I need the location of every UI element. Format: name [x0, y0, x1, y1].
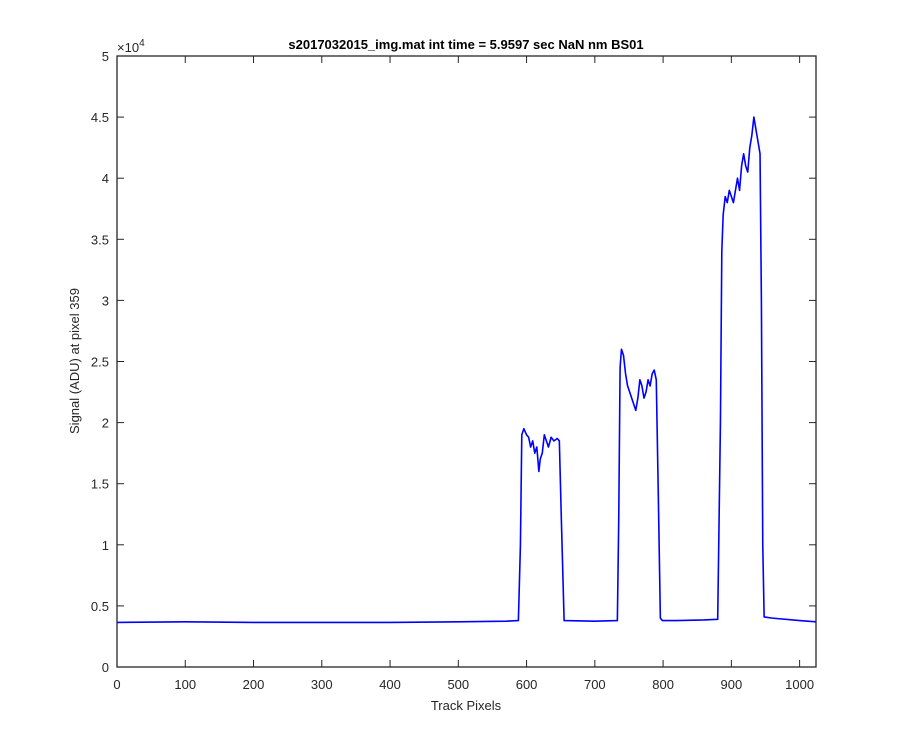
y-tick-label: 5: [102, 49, 109, 64]
y-tick-label: 2: [102, 416, 109, 431]
x-tick-label: 1000: [785, 677, 814, 692]
y-axis-label: Signal (ADU) at pixel 359: [67, 288, 82, 434]
y-tick-label: 3.5: [91, 232, 109, 247]
y-tick-label: 0.5: [91, 599, 109, 614]
y-tick-label: 4: [102, 171, 109, 186]
y-tick-label: 1: [102, 538, 109, 553]
y-tick-label: 2.5: [91, 355, 109, 370]
x-axis-ticks: 0 100 200 300 400 500 600 700 800 900 1000: [113, 56, 814, 692]
x-axis-label: Track Pixels: [431, 698, 502, 713]
series-line: [116, 116, 817, 624]
y-exponent-power: 4: [139, 38, 145, 49]
x-tick-label: 200: [243, 677, 265, 692]
x-tick-label: 700: [584, 677, 606, 692]
x-tick-label: 300: [311, 677, 333, 692]
x-tick-label: 0: [113, 677, 120, 692]
x-tick-label: 900: [721, 677, 743, 692]
x-tick-label: 500: [447, 677, 469, 692]
plot-area: [117, 56, 816, 667]
axes-box: [116, 55, 817, 668]
x-tick-label: 400: [379, 677, 401, 692]
y-exponent-label: ×104: [117, 38, 145, 55]
y-axis-ticks: 0 0.5 1 1.5 2 2.5 3 3.5 4 4.5 5: [91, 49, 816, 675]
x-tick-label: 800: [652, 677, 674, 692]
x-tick-label: 100: [174, 677, 196, 692]
y-tick-label: 3: [102, 293, 109, 308]
y-tick-label: 4.5: [91, 110, 109, 125]
x-tick-label: 600: [516, 677, 538, 692]
y-tick-label: 0: [102, 660, 109, 675]
y-tick-label: 1.5: [91, 477, 109, 492]
chart-title: s2017032015_img.mat int time = 5.9597 se…: [288, 37, 643, 52]
y-exponent-base: ×10: [117, 40, 139, 55]
